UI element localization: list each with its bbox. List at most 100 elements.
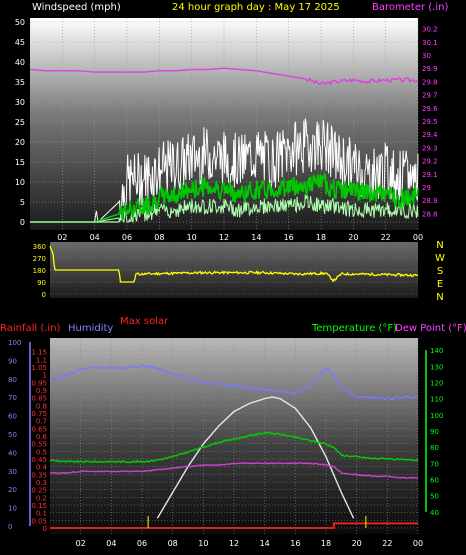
chart-title: 24 hour graph day : May 17 2025	[172, 2, 340, 13]
mid-y-tick-label: 90	[37, 279, 46, 287]
top-x-tick-label: 06	[122, 233, 132, 242]
top-y-right-tick-label: 29.6	[422, 105, 438, 113]
rain-y-tick-label: 0.2	[36, 494, 47, 502]
direction-compass-label: W	[435, 253, 445, 264]
rain-y-tick-label: 0.05	[31, 517, 47, 525]
top-y-right-tick-label: 29.7	[422, 92, 438, 100]
top-y-left-tick-label: 40	[15, 58, 25, 67]
direction-compass-label: S	[437, 266, 443, 277]
bottom-x-tick-label: 10	[198, 539, 208, 548]
mid-y-tick-label: 360	[33, 243, 46, 251]
top-y-right-tick-label: 28.8	[422, 210, 438, 218]
rain-y-tick-label: 0.7	[36, 418, 47, 426]
temperature-line	[49, 431, 419, 464]
direction-compass-label: E	[437, 279, 443, 290]
rain-y-tick-label: 0.8	[36, 402, 47, 410]
top-x-tick-label: 00	[413, 233, 423, 242]
bottom-x-tick-label: 18	[321, 539, 331, 548]
rain-y-tick-label: 0.4	[36, 464, 48, 472]
temperature-y-tick-label: 140	[430, 347, 443, 355]
humidity-y-tick-label: 20	[8, 486, 17, 494]
temperature-y-tick-label: 50	[430, 493, 439, 501]
top-x-tick-label: 22	[381, 233, 391, 242]
rain-y-tick-label: 0.65	[31, 425, 47, 433]
top-y-right-tick-label: 28.9	[422, 197, 438, 205]
humidity-y-tick-label: 80	[8, 376, 17, 384]
top-y-right-tick-label: 29	[422, 184, 431, 192]
max-solar-label: Max solar	[120, 316, 169, 327]
top-y-right-tick-label: 29.2	[422, 158, 438, 166]
top-x-tick-label: 04	[90, 233, 100, 242]
bottom-x-tick-label: 20	[352, 539, 362, 548]
rain-y-tick-label: 0.85	[31, 395, 47, 403]
temperature-y-tick-label: 100	[430, 412, 443, 420]
top-y-left-tick-label: 20	[15, 138, 25, 147]
rain-y-tick-label: 0.5	[36, 448, 47, 456]
top-y-left-tick-label: 10	[15, 178, 25, 187]
rain-y-tick-label: 0.3	[36, 479, 47, 487]
bottom-x-tick-label: 06	[137, 539, 147, 548]
temperature-y-tick-label: 80	[430, 444, 439, 452]
bottom-x-tick-label: 12	[229, 539, 239, 548]
top-y-right-tick-label: 30.1	[422, 39, 438, 47]
wind-direction-line	[49, 245, 419, 283]
top-y-left-tick-label: 45	[15, 38, 25, 47]
rainfall-line	[50, 522, 418, 529]
rain-y-tick-label: 0.1	[36, 510, 47, 518]
barometer-label: Barometer (.in)	[372, 2, 448, 13]
rain-y-tick-label: 1	[43, 372, 47, 380]
rain-y-tick-label: 0.55	[31, 441, 47, 449]
temperature-y-tick-label: 40	[430, 509, 439, 517]
humidity-y-tick-label: 0	[8, 523, 12, 531]
top-x-tick-label: 18	[316, 233, 326, 242]
top-y-right-tick-label: 30	[422, 52, 431, 60]
top-y-left-tick-label: 0	[20, 218, 25, 227]
bottom-x-tick-label: 14	[260, 539, 270, 548]
humidity-y-tick-label: 100	[8, 339, 21, 347]
rain-y-tick-label: 0.25	[31, 487, 47, 495]
top-x-tick-label: 02	[57, 233, 67, 242]
top-x-tick-label: 16	[284, 233, 294, 242]
dewpoint-line	[49, 462, 419, 480]
temperature-y-tick-label: 120	[430, 379, 443, 387]
mid-y-tick-label: 0	[42, 291, 46, 299]
top-y-left-tick-label: 30	[15, 98, 25, 107]
humidity-line	[49, 364, 419, 401]
top-y-left-tick-label: 5	[20, 198, 25, 207]
windspeed-label: Windspeed (mph)	[32, 2, 121, 13]
humidity-y-tick-label: 70	[8, 394, 17, 402]
humidity-label: Humidity	[68, 323, 113, 334]
rain-y-tick-label: 0.95	[31, 379, 47, 387]
top-x-tick-label: 14	[251, 233, 261, 242]
top-y-right-tick-label: 30.2	[422, 26, 438, 34]
top-y-left-tick-label: 15	[15, 158, 25, 167]
temperature-y-tick-label: 110	[430, 396, 443, 404]
humidity-y-tick-label: 60	[8, 413, 17, 421]
rainfall-label: Rainfall (.in)	[0, 323, 61, 334]
rain-y-tick-label: 1.15	[31, 349, 47, 357]
rain-y-tick-label: 0.45	[31, 456, 47, 464]
bottom-x-tick-label: 00	[413, 539, 423, 548]
humidity-y-tick-label: 30	[8, 468, 17, 476]
top-y-right-tick-label: 29.5	[422, 118, 438, 126]
humidity-y-tick-label: 90	[8, 357, 17, 365]
humidity-y-tick-label: 50	[8, 431, 17, 439]
direction-compass-label: N	[436, 240, 443, 251]
top-x-tick-label: 10	[187, 233, 197, 242]
rain-y-tick-label: 0	[43, 525, 47, 533]
top-y-left-tick-label: 35	[15, 78, 25, 87]
mid-y-tick-label: 180	[33, 267, 46, 275]
top-y-right-tick-label: 29.8	[422, 78, 438, 86]
rain-y-tick-label: 0.9	[36, 387, 47, 395]
bottom-x-tick-label: 22	[382, 539, 392, 548]
top-y-right-tick-label: 29.3	[422, 144, 438, 152]
bottom-x-tick-label: 16	[290, 539, 300, 548]
barometer-line	[29, 67, 419, 86]
direction-compass-label: N	[436, 292, 443, 303]
top-x-tick-label: 08	[154, 233, 164, 242]
temperature-y-tick-label: 130	[430, 363, 443, 371]
max-solar-curve	[156, 396, 355, 519]
rain-y-tick-label: 1.1	[36, 356, 47, 364]
humidity-y-tick-label: 40	[8, 449, 17, 457]
